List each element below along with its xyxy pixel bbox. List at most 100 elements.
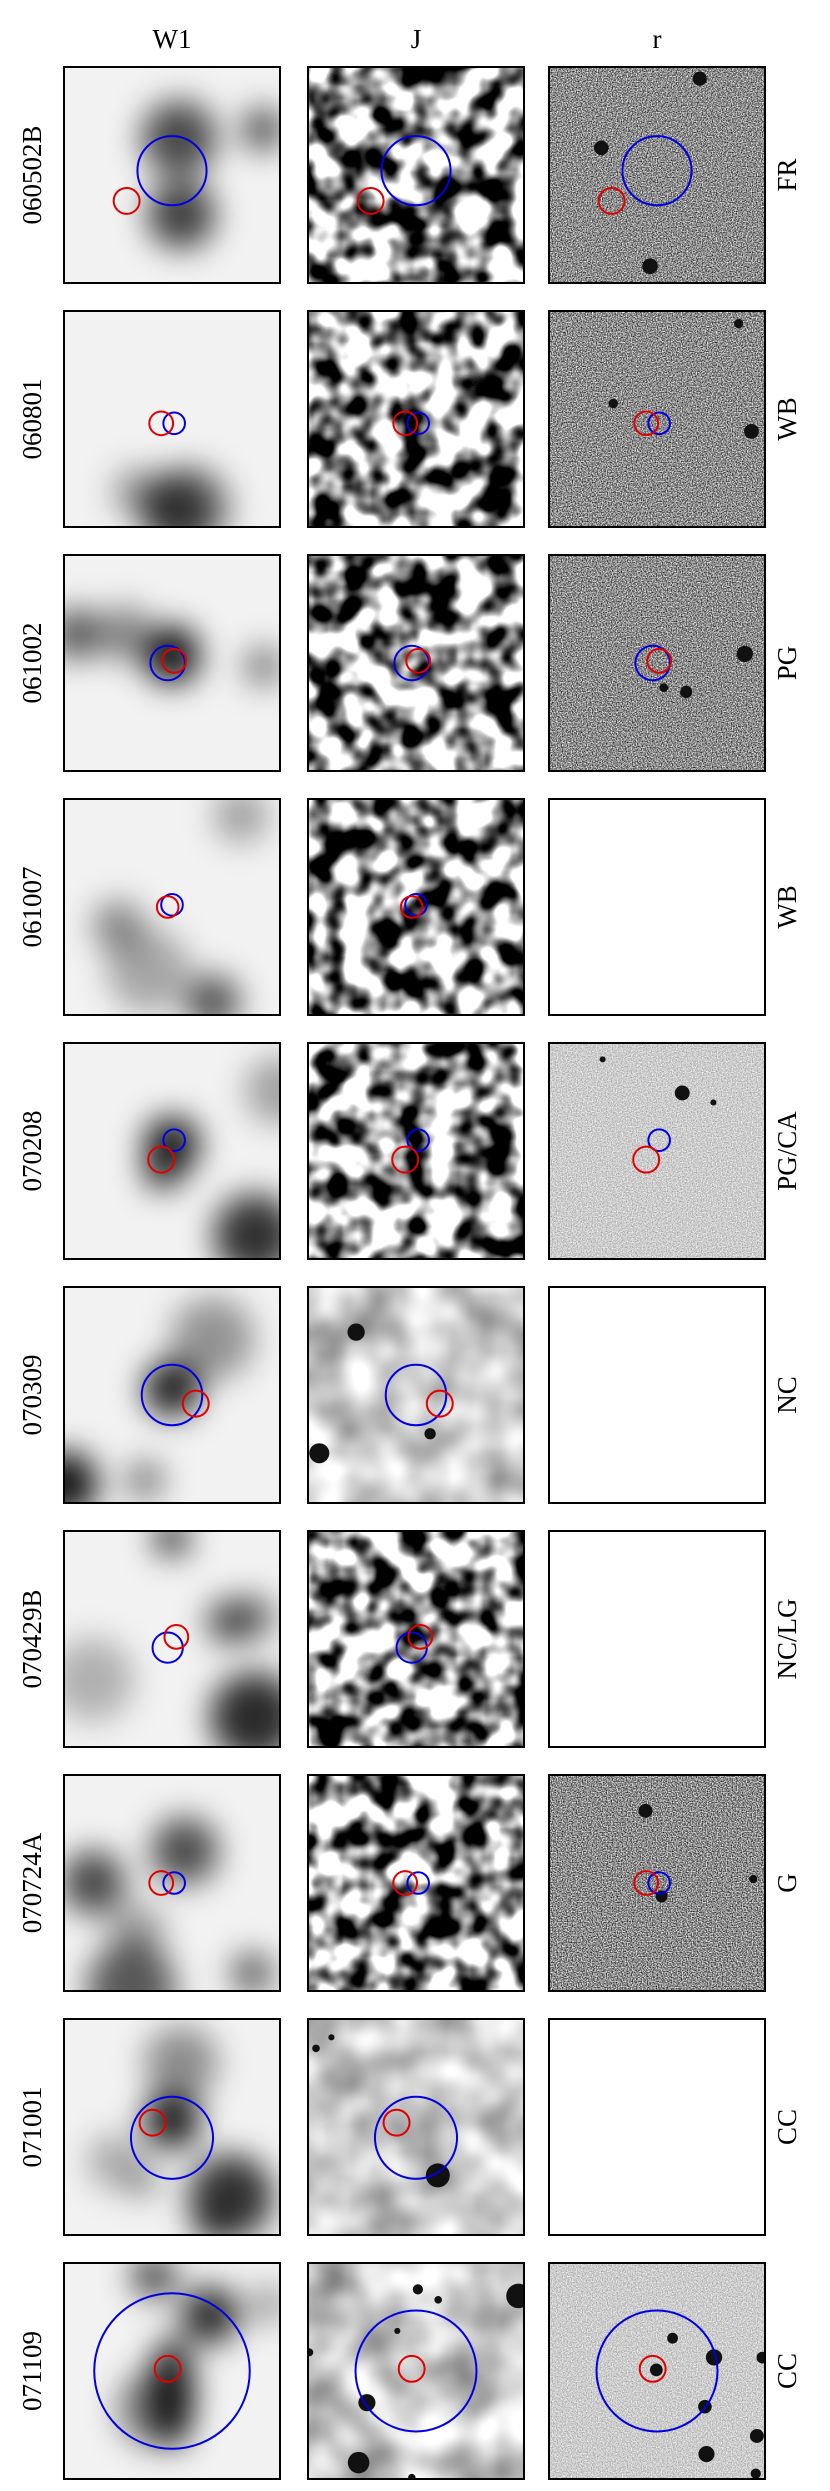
- blob: [232, 1594, 277, 1640]
- column-header: J: [411, 24, 422, 54]
- star: [733, 319, 744, 329]
- panel-frame: [548, 1042, 766, 1260]
- image-panel: [308, 67, 524, 283]
- panel-frame: [307, 310, 525, 528]
- star: [309, 1443, 330, 1464]
- image-panel: [549, 1043, 765, 1259]
- blob: [151, 1817, 219, 1885]
- host-class: NC/LG: [772, 1599, 802, 1680]
- sources: [64, 1296, 254, 1503]
- sky: [308, 2263, 524, 2479]
- grb-name: 070309: [17, 1355, 47, 1436]
- blob: [213, 799, 269, 843]
- star: [749, 1875, 758, 1884]
- sky: [308, 67, 524, 283]
- star: [692, 71, 707, 86]
- panel-frame: [548, 798, 766, 1016]
- image-panel: [549, 311, 765, 527]
- grb-name: 070208: [17, 1111, 47, 1192]
- xrt-error-circle: [354, 2309, 478, 2433]
- panel-frame: [548, 1286, 766, 1504]
- host-class: CC: [772, 2109, 802, 2145]
- host-position: [161, 647, 188, 674]
- sources: [92, 799, 269, 1015]
- panel-frame: [63, 310, 281, 528]
- panel-frame: [307, 1042, 525, 1260]
- blob: [171, 1296, 254, 1380]
- xrt-error-circle: [162, 1128, 186, 1152]
- image-panel: [308, 1287, 524, 1503]
- panel-frame: [63, 2262, 281, 2480]
- blob: [107, 929, 190, 1012]
- sky: [308, 799, 524, 1015]
- star: [312, 2044, 320, 2053]
- host-position: [597, 186, 626, 215]
- source: [144, 628, 200, 685]
- host-position: [638, 2354, 667, 2383]
- blob: [209, 1672, 280, 1747]
- panel-frame: [548, 2018, 766, 2236]
- image-panel: [64, 1043, 280, 1259]
- grb-name: 071109: [17, 2331, 47, 2411]
- grb-name: 070724A: [17, 1832, 47, 1933]
- star: [642, 258, 658, 275]
- blob: [195, 2210, 227, 2235]
- star: [680, 685, 693, 699]
- sources: [64, 1531, 280, 1747]
- star: [659, 683, 669, 693]
- image-panel: [308, 1531, 524, 1747]
- blob: [111, 466, 162, 517]
- blob: [146, 465, 231, 527]
- host-position: [425, 1389, 454, 1418]
- sources: [143, 1056, 280, 1259]
- xrt-error-circle: [160, 893, 184, 917]
- star: [705, 2349, 723, 2366]
- sky: [549, 1775, 765, 1991]
- panel-frame: [63, 554, 281, 772]
- blob: [181, 2286, 239, 2345]
- star: [328, 2034, 335, 2041]
- host-position: [147, 1145, 176, 1174]
- star: [425, 2163, 450, 2188]
- panel-frame: [63, 1530, 281, 1748]
- blob: [153, 1531, 190, 1557]
- sources: [64, 1817, 274, 1991]
- sources: [117, 2263, 280, 2448]
- xrt-error-circle: [406, 411, 430, 436]
- panel-frame: [307, 66, 525, 284]
- host-position: [148, 1870, 175, 1896]
- image-panel: [549, 555, 765, 771]
- blob: [132, 2263, 176, 2299]
- panel-frame: [307, 2262, 525, 2480]
- panel-frame: [307, 2018, 525, 2236]
- panel-frame: [307, 1774, 525, 1992]
- host-position: [382, 2108, 411, 2137]
- panel-frame: [548, 66, 766, 284]
- star: [750, 2468, 761, 2479]
- image-panel: [308, 2263, 524, 2479]
- image-panel: [64, 2019, 280, 2235]
- panel-frame: [548, 554, 766, 772]
- sky: [549, 555, 765, 771]
- panel-frame: [63, 1286, 281, 1504]
- host-class: WB: [772, 885, 802, 929]
- image-panel: [64, 1287, 280, 1503]
- xrt-error-circle: [647, 411, 671, 436]
- xrt-error-circle: [384, 1363, 448, 1427]
- image-panel: [308, 1775, 524, 1991]
- panel-frame: [548, 2262, 766, 2480]
- host-position: [153, 2354, 182, 2383]
- blob: [64, 1460, 90, 1503]
- host-class: CC: [772, 2353, 802, 2389]
- star: [756, 2351, 765, 2364]
- host-position: [392, 410, 419, 437]
- host-position: [633, 410, 660, 437]
- sky: [308, 555, 524, 771]
- host-position: [138, 2108, 167, 2137]
- image-panel: [64, 799, 280, 1015]
- xrt-error-circle: [406, 1871, 430, 1895]
- star: [394, 2327, 401, 2334]
- blob: [64, 1637, 135, 1722]
- sources: [141, 100, 280, 249]
- host-class: G: [772, 1873, 802, 1893]
